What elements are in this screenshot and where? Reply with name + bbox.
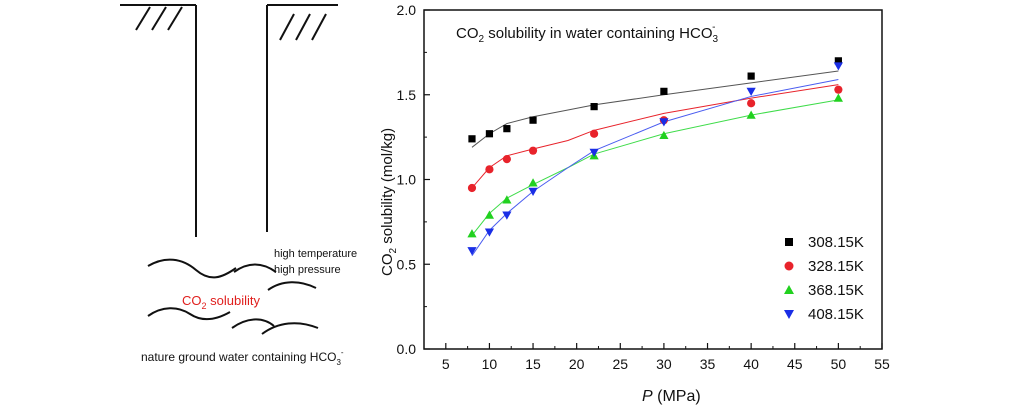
data-point-328.15K [502, 155, 511, 164]
x-axis-label: P (MPa) [642, 388, 701, 405]
label-ground-water: nature ground water containing HCO3- [141, 348, 344, 367]
data-point-368.15K [833, 93, 843, 102]
data-point-368.15K [467, 229, 477, 238]
water-wave [147, 307, 231, 320]
y-tick-label: 1.0 [397, 172, 417, 188]
data-point-308.15K [529, 116, 537, 124]
hatch-mark [135, 6, 151, 31]
data-point-308.15K [503, 125, 511, 133]
data-point-408.15K [528, 187, 538, 196]
x-tick-label: 50 [831, 356, 847, 372]
data-point-328.15K [467, 183, 477, 193]
fit-curve-368.15K [471, 99, 839, 236]
x-tick-label: 45 [787, 356, 803, 372]
x-tick-label: 5 [442, 356, 450, 372]
data-point-308.15K [834, 57, 842, 65]
chart: 5 10 15 20 25 30 35 40 45 50 55 0.0 0.5 1.0 1.5 2.0 308… [379, 2, 890, 405]
x-tick-label: 10 [482, 356, 498, 372]
data-point-368.15K [484, 210, 495, 219]
label-co2-solubility: CO2 solubility [182, 293, 260, 311]
legend-marker-408.15K [784, 310, 794, 319]
data-point-408.15K [833, 62, 843, 71]
legend-marker-308.15K [785, 238, 793, 246]
fit-curve-408.15K [471, 79, 839, 257]
data-point-408.15K [589, 148, 599, 157]
y-tick-label: 0.5 [397, 256, 417, 272]
data-point-308.15K [747, 72, 755, 80]
data-point-368.15K [528, 178, 538, 187]
y-tick-label: 0.0 [397, 341, 417, 357]
legend-label: 368.15K [808, 282, 864, 299]
x-tick-label: 40 [743, 356, 759, 372]
hatch-mark [279, 13, 295, 41]
x-tick-label: 55 [874, 356, 890, 372]
data-point-408.15K [502, 211, 512, 220]
hatch-mark [167, 6, 183, 31]
hatch-mark [151, 6, 167, 31]
y-tick-label: 2.0 [397, 2, 417, 18]
chart-title: CO2 solubility in water containing HCO3- [456, 22, 719, 45]
water-wave [231, 318, 275, 329]
data-point-308.15K [660, 87, 668, 95]
x-tick-label: 15 [525, 356, 541, 372]
data-point-328.15K [528, 146, 538, 155]
schematic: high temperature high pressure CO2 solub… [120, 4, 357, 367]
data-point-328.15K [834, 85, 843, 94]
data-point-368.15K [659, 130, 669, 140]
data-point-408.15K [484, 228, 495, 237]
label-high-pressure: high pressure [274, 264, 341, 276]
water-wave [267, 281, 317, 291]
data-point-368.15K [502, 195, 512, 204]
data-point-328.15K [590, 129, 599, 138]
x-tick-label: 25 [612, 356, 628, 372]
hatch-mark [295, 13, 311, 41]
data-point-408.15K [467, 247, 477, 256]
data-point-368.15K [746, 110, 756, 119]
data-point-408.15K [746, 87, 756, 96]
water-wave [147, 258, 237, 279]
fit-curve-308.15K [471, 70, 839, 148]
legend-marker-328.15K [784, 261, 794, 271]
label-high-temperature: high temperature [274, 248, 357, 260]
data-point-308.15K [468, 135, 476, 143]
hatch-mark [311, 13, 327, 41]
data-point-308.15K [485, 130, 494, 138]
data-point-328.15K [485, 165, 494, 174]
x-tick-label: 35 [700, 356, 716, 372]
legend: 308.15K 328.15K 368.15K 408.15K [784, 234, 864, 323]
y-tick-label: 1.5 [397, 87, 417, 103]
y-axis-label: CO2 solubility (mol/kg) [379, 128, 399, 276]
fit-curves [471, 70, 839, 257]
x-tick-label: 30 [656, 356, 672, 372]
fit-curve-328.15K [471, 84, 839, 189]
data-point-408.15K [659, 118, 669, 127]
legend-label: 328.15K [808, 258, 864, 275]
axis-ticks: 5 10 15 20 25 30 35 40 45 50 55 0.0 0.5 1.0 1.5 2.0 [397, 2, 890, 372]
legend-marker-368.15K [784, 285, 794, 294]
legend-label: 308.15K [808, 234, 864, 251]
data-point-328.15K [747, 99, 756, 108]
legend-label: 408.15K [808, 306, 864, 323]
water-wave [261, 322, 319, 335]
water-wave [233, 263, 277, 273]
x-tick-label: 20 [569, 356, 585, 372]
data-point-308.15K [590, 103, 598, 111]
data-markers [467, 57, 843, 256]
